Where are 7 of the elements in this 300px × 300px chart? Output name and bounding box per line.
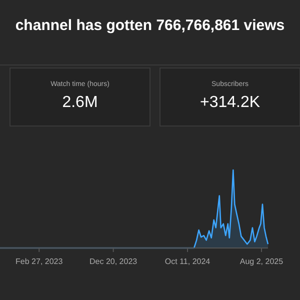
x-tick-label: Oct 11, 2024 bbox=[164, 257, 211, 266]
x-tick-label: Aug 2, 2025 bbox=[240, 257, 284, 266]
text: 2.6M bbox=[62, 94, 98, 111]
x-tick-label: Dec 20, 2023 bbox=[90, 257, 138, 266]
x-tick-label: Feb 27, 2023 bbox=[16, 257, 64, 266]
chart-title: channel has gotten 766,766,861 views bbox=[15, 17, 285, 34]
text: +314.2K bbox=[200, 94, 260, 111]
